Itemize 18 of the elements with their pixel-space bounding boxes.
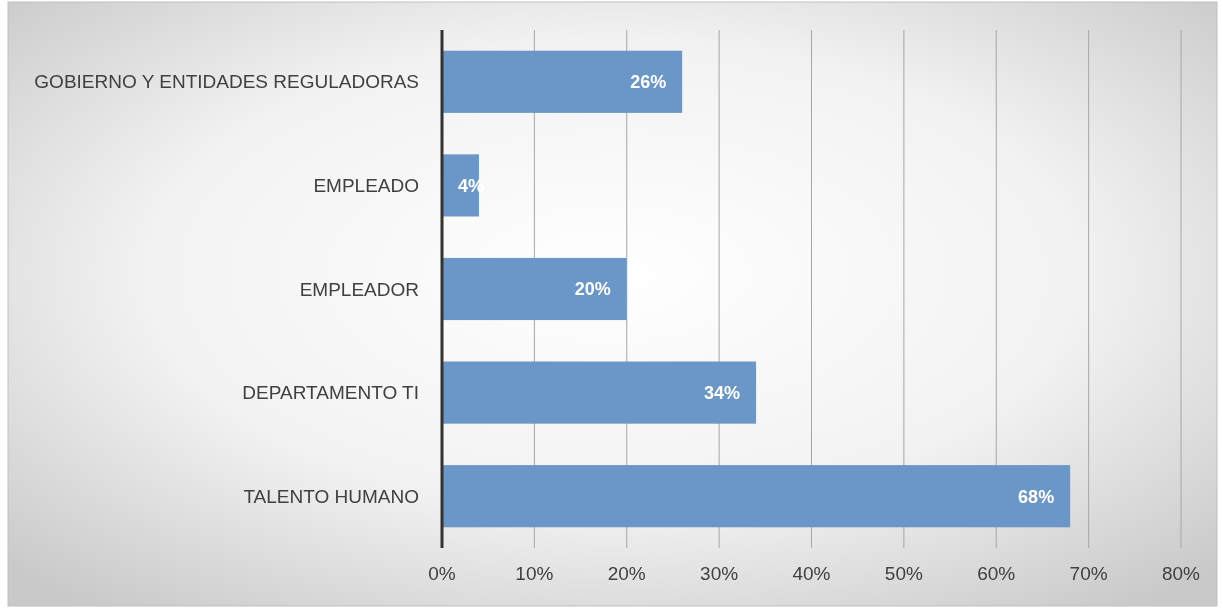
x-tick-label: 20%: [607, 563, 646, 584]
y-tick-label: EMPLEADO: [313, 175, 419, 197]
data-label: 68%: [1018, 486, 1055, 507]
data-label: 26%: [630, 72, 667, 93]
y-tick-label: DEPARTAMENTO TI: [242, 382, 419, 404]
x-tick-label: 70%: [1069, 563, 1108, 584]
x-tick-label: 30%: [700, 563, 739, 584]
data-label: 34%: [704, 382, 741, 403]
y-tick-label: TALENTO HUMANO: [243, 485, 419, 507]
y-tick-label: EMPLEADOR: [299, 278, 419, 300]
x-tick-label: 60%: [977, 563, 1016, 584]
x-tick-label: 0%: [428, 563, 456, 584]
x-tick-label: 80%: [1161, 563, 1201, 584]
x-tick-label: 10%: [515, 563, 554, 584]
data-label: 20%: [574, 279, 611, 300]
y-tick-label: GOBIERNO Y ENTIDADES REGULADORAS: [34, 71, 419, 93]
x-tick-label: 40%: [792, 563, 831, 584]
x-tick-label: 50%: [884, 563, 923, 584]
